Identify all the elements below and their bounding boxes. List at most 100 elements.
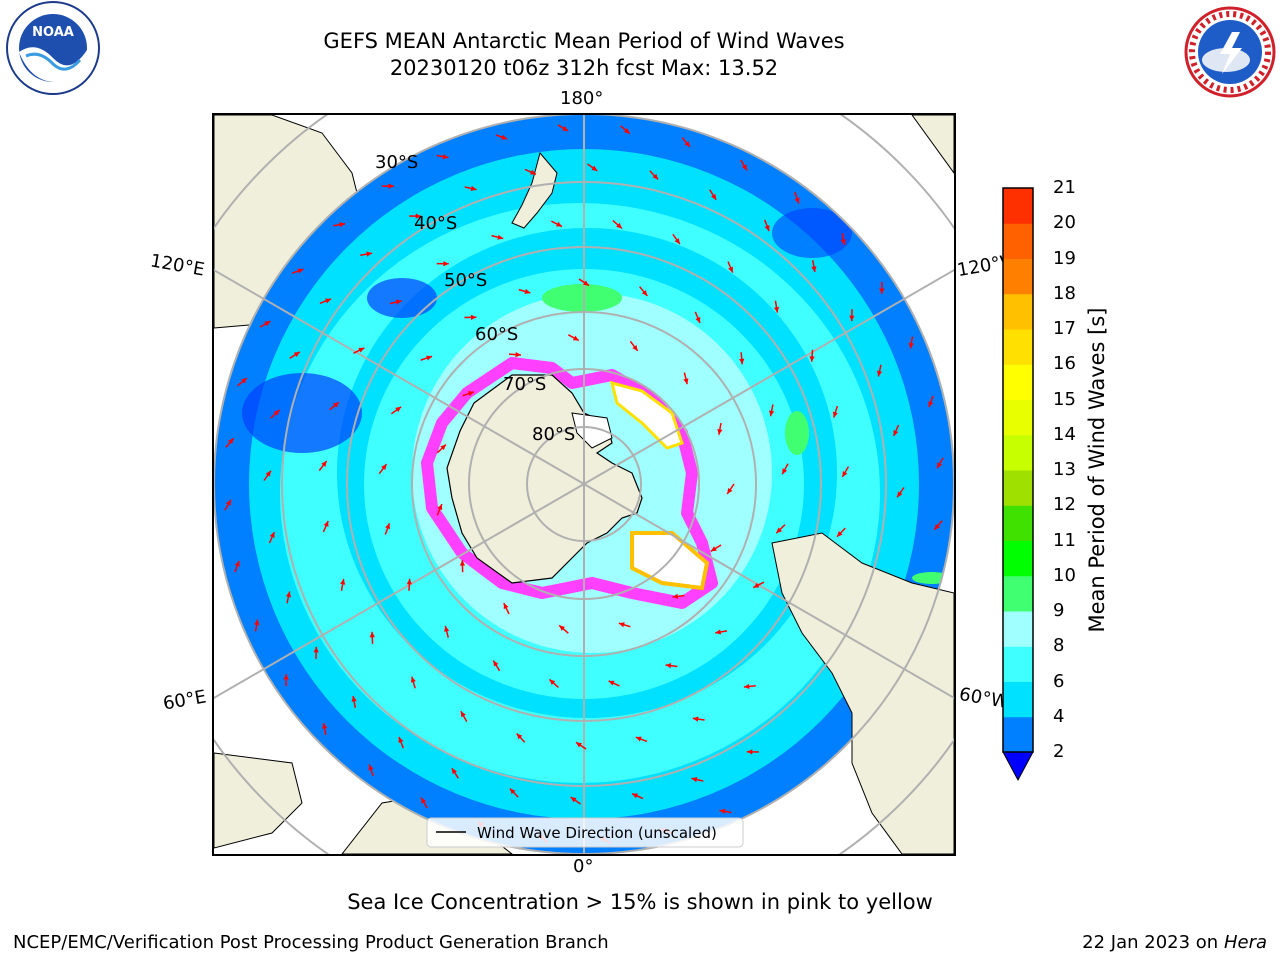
lat-label-70s: 70°S (503, 374, 547, 395)
lon-label-upper-left: 120°E (148, 250, 207, 281)
wave-arrow-head (340, 578, 346, 585)
colorbar-tick-label: 10 (1053, 564, 1076, 586)
map-canvas: Wind Wave Direction (unscaled) (212, 113, 956, 856)
wave-arrow-head (555, 221, 562, 227)
colorbar-band (1003, 293, 1033, 330)
wave-arrow-head (782, 468, 788, 475)
colorbar-tick-label: 17 (1053, 318, 1076, 339)
colorbar-band (1003, 716, 1033, 753)
colorbar-tick-label: 13 (1053, 459, 1076, 480)
wave-arrow-head (254, 619, 260, 626)
colorbar-tick-label: 8 (1053, 635, 1065, 657)
wave-arrow-head (674, 238, 680, 245)
colorbar-tick-label: 4 (1053, 705, 1065, 727)
madagascar-land (214, 752, 303, 849)
wave-arrow-head (711, 193, 717, 200)
wave-arrow-head (388, 183, 394, 189)
lat-label-60s: 60°S (475, 324, 519, 345)
wave-arrow-head (381, 464, 387, 471)
wave-arrow-head (840, 239, 846, 246)
wave-arrow-head (764, 225, 770, 232)
wave-arrow-head (444, 625, 450, 632)
wave-arrow-head (415, 213, 422, 219)
wave-arrow-head (608, 680, 615, 686)
wave-arrow-head (632, 793, 639, 799)
wave-arrow-head (333, 402, 339, 408)
wave-arrow-head (368, 764, 374, 771)
wave-arrow-head (273, 409, 280, 416)
wave-arrow-head (746, 749, 753, 755)
svg-text:NOAA: NOAA (32, 25, 74, 40)
wave-arrow-head (228, 438, 234, 445)
wave-arrow-head (234, 560, 240, 567)
wave-arrow-head (623, 128, 630, 134)
wave-arrow-head (719, 808, 726, 814)
wave-arrow-head (908, 342, 914, 349)
wave-arrow-head (442, 154, 449, 160)
sea-ice-note: Sea Ice Concentration > 15% is shown in … (347, 890, 933, 914)
wave-arrow-head (339, 222, 346, 228)
wave-arrow-head (549, 679, 556, 685)
noaa-logo: NOAA (6, 1, 100, 95)
wave-arrow-head (618, 622, 625, 628)
colorbar-band (1003, 681, 1033, 718)
wave-arrow-head (741, 164, 747, 171)
footer-date-text: 22 Jan 2023 on (1082, 932, 1224, 953)
colorbar-tick-label: 16 (1053, 353, 1076, 375)
footer-credit: NCEP/EMC/Verification Post Processing Pr… (13, 932, 609, 953)
wave-arrow-head (559, 625, 565, 631)
colorbar-tick-label: 6 (1053, 670, 1065, 692)
wave-arrow-head (369, 631, 375, 638)
wave-arrow-head (773, 306, 780, 313)
wave-arrow-head (501, 134, 508, 140)
wave-arrow-head (264, 321, 271, 327)
wave-arrow-head (470, 314, 477, 320)
footer-host: Hera (1223, 932, 1267, 953)
wave-arrow-head (323, 520, 329, 527)
wave-arrow-head (509, 788, 516, 795)
wave-arrow-head (937, 462, 942, 469)
wave-arrow-head (406, 578, 412, 585)
colorbar-band (1003, 434, 1033, 471)
wave-arrow-head (743, 683, 750, 690)
wave-arrow-head (794, 197, 800, 204)
wave-arrow-head (470, 185, 477, 192)
chart-subtitle: 20230120 t06z 312h fcst Max: 13.52 (389, 56, 779, 80)
wave-arrow-head (440, 444, 446, 451)
wave-arrow-head (297, 268, 304, 274)
colorbar-band (1003, 188, 1033, 224)
wave-arrow-head (443, 261, 449, 267)
wave-arrow-head (769, 410, 775, 417)
wave-arrow-head (683, 378, 689, 385)
colorbar-tick-label: 9 (1053, 600, 1065, 621)
colorbar-label: Mean Period of Wind Waves [s] (1085, 307, 1109, 633)
wave-arrow-head (591, 165, 598, 171)
graticule (214, 115, 954, 854)
ross-ice-shelf (571, 412, 613, 449)
colorbar-tick-label: 12 (1053, 494, 1076, 516)
wave-arrow-head (665, 663, 672, 669)
colorbar-band (1003, 364, 1033, 400)
colorbar-band (1003, 505, 1033, 541)
colorbar-band (1003, 575, 1033, 612)
wave-arrow-head (692, 716, 699, 722)
wave-arrow-head (811, 266, 817, 273)
wave-arrow-head (497, 234, 504, 240)
wave-arrow-head (893, 429, 899, 436)
wave-arrow-head (842, 471, 848, 478)
wave-arrow-head (421, 797, 427, 804)
wave-arrow-head (635, 736, 642, 742)
colorbar-band (1003, 258, 1033, 295)
new-zealand-land (511, 151, 558, 229)
wave-arrow-head (516, 733, 523, 740)
wave-arrow-head (832, 411, 838, 418)
wave-arrow-head (410, 676, 416, 683)
colorbar-band (1003, 646, 1033, 682)
nws-logo (1184, 6, 1276, 98)
wave-arrow-head (283, 674, 289, 680)
wave-arrow-head (351, 695, 357, 702)
colorbar-band (1003, 611, 1033, 647)
wave-arrow-head (293, 351, 300, 357)
wave-arrow-head (836, 531, 843, 537)
colorbar-band (1003, 223, 1033, 259)
